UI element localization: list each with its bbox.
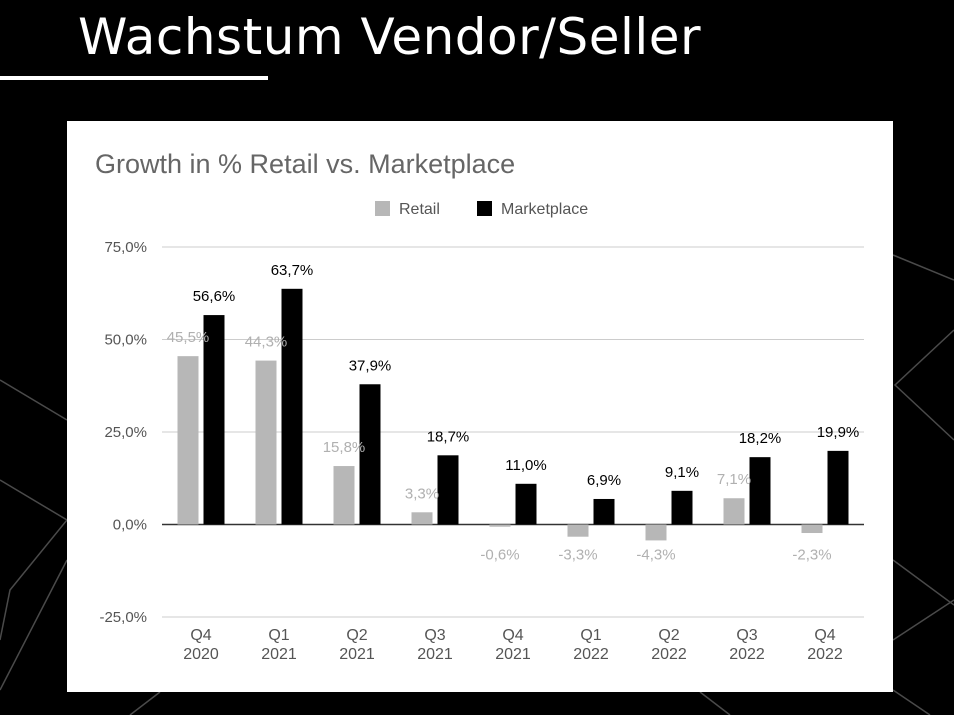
bar-retail	[255, 360, 277, 525]
data-label-marketplace: 18,7%	[427, 428, 470, 445]
x-tick-quarter: Q3	[736, 627, 757, 644]
x-tick-year: 2022	[729, 646, 765, 663]
data-label-retail: -3,3%	[558, 547, 597, 564]
bar-marketplace	[749, 457, 771, 525]
legend-swatch-marketplace	[477, 201, 492, 216]
bar-marketplace	[671, 490, 693, 525]
y-axis: 75,0% 50,0% 25,0% 0,0% -25,0%	[99, 239, 147, 626]
bars	[177, 288, 849, 541]
bar-marketplace	[437, 455, 459, 525]
bar-retail	[723, 498, 745, 525]
data-label-retail: -0,6%	[480, 547, 519, 564]
data-label-retail: -2,3%	[792, 547, 831, 564]
bar-retail	[333, 466, 355, 525]
bar-retail	[411, 512, 433, 525]
data-label-marketplace: 63,7%	[271, 262, 314, 279]
y-tick-label: 25,0%	[104, 424, 147, 441]
x-tick-quarter: Q2	[346, 627, 367, 644]
y-tick-label: 0,0%	[113, 517, 147, 534]
x-tick-year: 2021	[339, 646, 375, 663]
bar-marketplace	[827, 450, 849, 525]
bar-chart: Growth in % Retail vs. Marketplace 75,0%…	[95, 149, 864, 663]
legend-label-retail: Retail	[399, 201, 440, 218]
data-label-retail: 7,1%	[717, 471, 751, 488]
legend-label-marketplace: Marketplace	[501, 201, 588, 218]
x-tick-year: 2021	[495, 646, 531, 663]
x-tick-quarter: Q4	[502, 627, 523, 644]
bar-marketplace	[281, 288, 303, 525]
data-label-marketplace: 56,6%	[193, 288, 236, 305]
x-tick-year: 2021	[417, 646, 453, 663]
bar-marketplace	[593, 498, 615, 525]
bar-retail	[645, 524, 667, 541]
data-label-marketplace: 37,9%	[349, 357, 392, 374]
legend: Retail Marketplace	[375, 201, 588, 218]
y-tick-label: 75,0%	[104, 239, 147, 256]
title-underline	[0, 76, 268, 80]
bar-marketplace	[203, 315, 225, 525]
x-tick-quarter: Q4	[190, 627, 211, 644]
x-axis: Q4 2020 Q1 2021 Q2 2021 Q3 2021 Q4 2021 Q1 2022 Q2 20…	[183, 627, 843, 663]
data-label-retail: 3,3%	[405, 485, 439, 502]
x-tick-year: 2022	[651, 646, 687, 663]
data-label-retail: 44,3%	[245, 334, 288, 351]
bar-retail	[177, 356, 199, 525]
data-labels: 45,5% 56,6% 44,3% 63,7% 15,8% 37,9% 3,3% 18,7% -…	[167, 262, 860, 564]
bar-marketplace	[359, 384, 381, 525]
bar-marketplace	[515, 483, 537, 525]
x-tick-quarter: Q4	[814, 627, 835, 644]
data-label-marketplace: 6,9%	[587, 472, 621, 489]
data-label-retail: 15,8%	[323, 439, 366, 456]
y-tick-label: 50,0%	[104, 332, 147, 349]
data-label-marketplace: 9,1%	[665, 464, 699, 481]
x-tick-quarter: Q1	[580, 627, 601, 644]
data-label-marketplace: 11,0%	[505, 457, 546, 474]
y-tick-label: -25,0%	[99, 609, 147, 626]
chart-card: Growth in % Retail vs. Marketplace 75,0%…	[67, 121, 893, 692]
data-label-retail: -4,3%	[636, 547, 675, 564]
x-tick-year: 2022	[807, 646, 843, 663]
bar-retail	[489, 524, 511, 527]
legend-swatch-retail	[375, 201, 390, 216]
chart-title: Growth in % Retail vs. Marketplace	[95, 149, 515, 179]
data-label-marketplace: 19,9%	[817, 424, 860, 441]
bar-retail	[567, 524, 589, 537]
x-tick-quarter: Q2	[658, 627, 679, 644]
x-tick-year: 2020	[183, 646, 219, 663]
bar-retail	[801, 524, 823, 534]
x-tick-quarter: Q3	[424, 627, 445, 644]
x-tick-quarter: Q1	[268, 627, 289, 644]
slide-title: Wachstum Vendor/Seller	[78, 8, 702, 66]
gridlines	[162, 246, 864, 618]
data-label-marketplace: 18,2%	[739, 430, 782, 447]
data-label-retail: 45,5%	[167, 329, 210, 346]
x-tick-year: 2022	[573, 646, 609, 663]
x-tick-year: 2021	[261, 646, 297, 663]
